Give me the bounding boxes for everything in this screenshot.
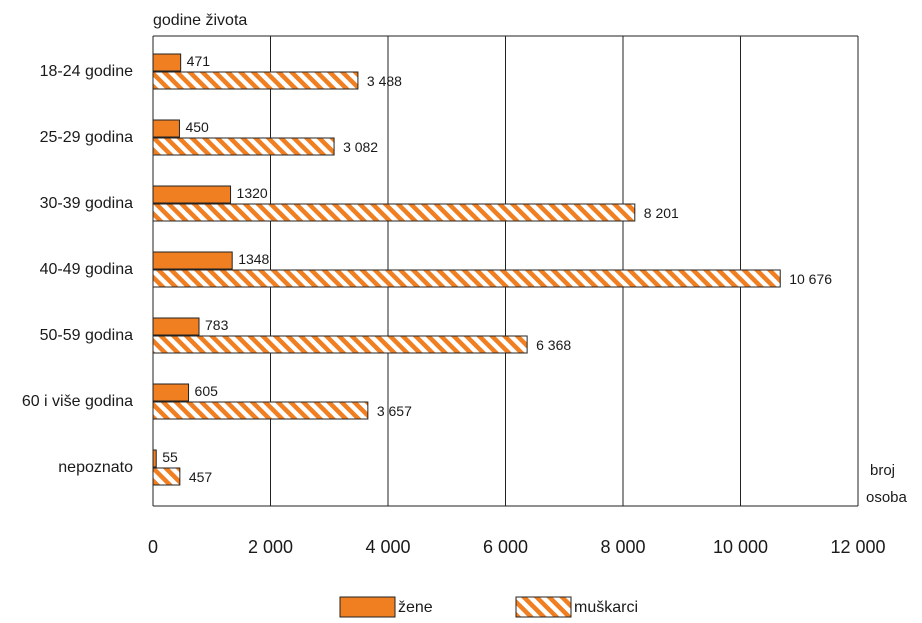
bar-muskarci [152, 269, 781, 288]
bar-zene [152, 53, 182, 72]
bar-muskarci [152, 137, 335, 156]
x-axis-title-line1: broj [870, 462, 895, 479]
category-label: 18-24 godine [40, 63, 134, 80]
bar-zene [152, 383, 190, 402]
category-label: nepoznato [58, 459, 133, 476]
data-label-muskarci: 457 [189, 469, 213, 485]
bar-muskarci [152, 401, 369, 420]
bar-zene [152, 119, 180, 138]
bar-zene [152, 251, 233, 270]
x-tick-label: 2 000 [248, 537, 293, 557]
bar-muskarci [152, 467, 181, 486]
data-label-zene: 1348 [238, 251, 269, 267]
data-label-zene: 1320 [237, 185, 268, 201]
category-label: 60 i više godina [22, 393, 133, 410]
data-label-muskarci: 8 201 [644, 205, 679, 221]
y-axis-title: godine života [153, 12, 247, 29]
x-tick-label: 10 000 [713, 537, 768, 557]
bars-layer [152, 53, 781, 486]
category-label: 50-59 godina [40, 327, 134, 344]
labels-layer: 0 2 000 4 000 6 000 8 000 10 000 12 000 18-24 g… [22, 53, 886, 557]
data-label-zene: 450 [185, 119, 209, 135]
legend-swatch-muskarci [515, 596, 572, 618]
data-label-zene: 55 [162, 449, 178, 465]
x-tick-label: 8 000 [600, 537, 645, 557]
legend-swatch-zene [339, 596, 396, 618]
data-label-muskarci: 10 676 [789, 271, 832, 287]
data-label-muskarci: 3 657 [377, 403, 412, 419]
data-label-muskarci: 3 082 [343, 139, 378, 155]
x-tick-label: 0 [148, 537, 158, 557]
bar-muskarci [152, 71, 359, 90]
data-label-muskarci: 3 488 [367, 73, 402, 89]
category-label: 40-49 godina [40, 261, 134, 278]
legend-label-zene: žene [398, 599, 433, 616]
bar-zene [152, 449, 157, 468]
bar-muskarci [152, 203, 636, 222]
x-axis-title-line2: osoba [866, 489, 908, 506]
bar-zene [152, 185, 232, 204]
x-tick-label: 4 000 [365, 537, 410, 557]
data-label-zene: 783 [205, 317, 229, 333]
category-label: 25-29 godina [40, 129, 134, 146]
data-label-zene: 471 [187, 53, 211, 69]
x-tick-label: 6 000 [483, 537, 528, 557]
legend-label-muskarci: muškarci [574, 599, 638, 616]
bar-zene [152, 317, 200, 336]
category-label: 30-39 godina [40, 195, 134, 212]
bar-muskarci [152, 335, 528, 354]
x-tick-label: 12 000 [830, 537, 885, 557]
data-label-zene: 605 [195, 383, 219, 399]
legend: žene muškarci [339, 596, 638, 618]
data-label-muskarci: 6 368 [536, 337, 571, 353]
